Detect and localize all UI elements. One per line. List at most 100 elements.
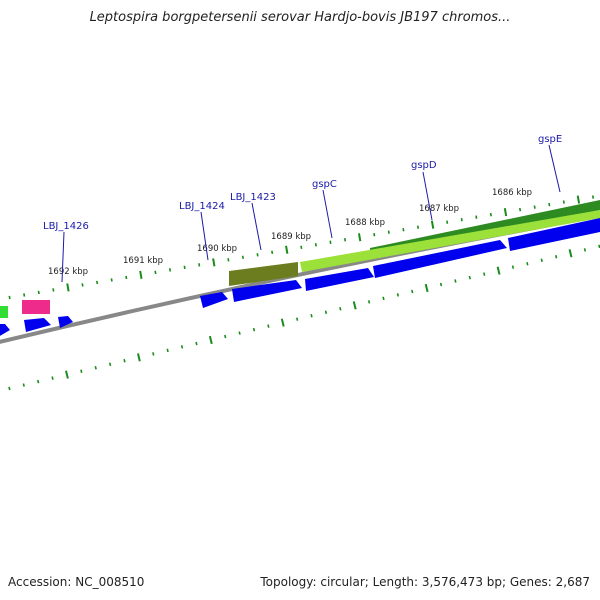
major-tick bbox=[66, 283, 70, 292]
major-tick bbox=[285, 245, 289, 254]
kbp-label: 1692 kbp bbox=[48, 267, 88, 277]
minor-tick bbox=[343, 238, 347, 242]
minor-tick bbox=[256, 253, 259, 257]
cds-arrow-left-1 bbox=[24, 318, 51, 332]
feature-bar-gspD-region bbox=[300, 210, 600, 272]
genome-info-text: Topology: circular; Length: 3,576,473 bp… bbox=[260, 575, 590, 589]
minor-tick bbox=[382, 296, 385, 301]
major-tick bbox=[424, 283, 429, 293]
gene-label-LBJ_1423: LBJ_1423 bbox=[230, 192, 276, 203]
gene-label-gspC: gspC bbox=[312, 179, 337, 190]
minor-tick bbox=[402, 227, 405, 232]
minor-tick bbox=[271, 250, 274, 255]
minor-tick bbox=[396, 293, 400, 297]
minor-tick bbox=[533, 205, 536, 209]
major-tick bbox=[139, 270, 143, 280]
gene-label-gspE: gspE bbox=[538, 134, 562, 145]
gene-label-gspD: gspD bbox=[411, 160, 437, 171]
minor-tick bbox=[154, 270, 157, 275]
map-title: Leptospira borgpetersenii serovar Hardjo… bbox=[89, 10, 511, 25]
major-tick bbox=[352, 301, 357, 310]
minor-tick bbox=[591, 195, 595, 199]
minor-tick bbox=[252, 327, 256, 332]
minor-tick bbox=[329, 240, 332, 244]
feature-green-left bbox=[0, 306, 8, 318]
minor-tick bbox=[489, 212, 492, 217]
major-tick bbox=[568, 249, 573, 258]
major-tick bbox=[430, 220, 435, 229]
minor-tick bbox=[267, 324, 270, 328]
minor-tick bbox=[224, 334, 227, 339]
cds-arrow-2 bbox=[232, 280, 302, 302]
minor-tick bbox=[454, 279, 457, 283]
minor-tick bbox=[81, 283, 84, 287]
major-tick bbox=[496, 266, 501, 275]
tick-track-upper bbox=[8, 195, 595, 300]
minor-tick bbox=[8, 386, 11, 391]
minor-tick bbox=[180, 345, 184, 349]
minor-tick bbox=[80, 369, 83, 373]
minor-tick bbox=[23, 293, 26, 297]
cds-arrow-left-2 bbox=[58, 316, 73, 328]
minor-tick bbox=[468, 275, 471, 280]
cds-arrow-left-3 bbox=[0, 324, 10, 336]
minor-tick bbox=[526, 261, 529, 266]
minor-tick bbox=[511, 265, 515, 269]
major-tick bbox=[208, 335, 213, 345]
kbp-label: 1690 kbp bbox=[197, 244, 237, 254]
minor-tick bbox=[37, 379, 40, 384]
minor-tick bbox=[416, 225, 420, 229]
kbp-label: 1691 kbp bbox=[123, 256, 163, 266]
major-tick bbox=[136, 353, 141, 362]
kbp-label: 1686 kbp bbox=[492, 188, 532, 198]
minor-tick bbox=[241, 255, 245, 260]
minor-tick bbox=[125, 275, 128, 280]
minor-tick bbox=[94, 365, 97, 370]
kbp-label: 1687 kbp bbox=[419, 204, 459, 214]
minor-tick bbox=[540, 258, 543, 262]
cds-arrow-1 bbox=[200, 292, 228, 308]
minor-tick bbox=[110, 278, 113, 282]
minor-tick bbox=[460, 217, 463, 222]
minor-tick bbox=[152, 352, 155, 356]
minor-tick bbox=[562, 200, 565, 204]
major-tick bbox=[280, 318, 285, 327]
minor-tick bbox=[411, 289, 414, 294]
feature-pink bbox=[22, 300, 50, 314]
major-tick bbox=[357, 233, 362, 242]
minor-tick bbox=[519, 207, 522, 212]
minor-tick bbox=[22, 383, 25, 387]
minor-tick bbox=[108, 362, 112, 367]
minor-tick bbox=[52, 288, 55, 292]
minor-tick bbox=[373, 233, 376, 237]
cds-arrow-5 bbox=[508, 218, 600, 251]
minor-tick bbox=[238, 331, 241, 335]
gene-label-LBJ_1424: LBJ_1424 bbox=[179, 201, 225, 212]
minor-tick bbox=[51, 376, 54, 380]
kbp-label: 1689 kbp bbox=[271, 232, 311, 242]
minor-tick bbox=[183, 265, 186, 270]
major-tick bbox=[503, 208, 508, 217]
minor-tick bbox=[446, 220, 449, 224]
gene-label-LBJ_1426: LBJ_1426 bbox=[43, 221, 89, 232]
leader-line-LBJ_1423 bbox=[251, 202, 262, 251]
cds-arrow-3 bbox=[305, 268, 374, 291]
minor-tick bbox=[324, 310, 328, 314]
minor-tick bbox=[314, 243, 317, 247]
tick-track-lower bbox=[8, 244, 600, 391]
minor-tick bbox=[483, 272, 486, 276]
minor-tick bbox=[195, 341, 198, 346]
minor-tick bbox=[583, 248, 587, 252]
leader-line-LBJ_1424 bbox=[200, 211, 209, 261]
major-tick bbox=[576, 195, 581, 204]
minor-tick bbox=[123, 359, 126, 363]
leader-line-gspD bbox=[422, 171, 433, 221]
minor-tick bbox=[339, 307, 342, 311]
major-tick bbox=[65, 370, 69, 379]
leader-line-gspE bbox=[548, 144, 561, 193]
minor-tick bbox=[166, 348, 169, 353]
minor-tick bbox=[475, 215, 478, 219]
minor-tick bbox=[548, 202, 551, 207]
minor-tick bbox=[227, 258, 230, 262]
minor-tick bbox=[168, 268, 172, 272]
